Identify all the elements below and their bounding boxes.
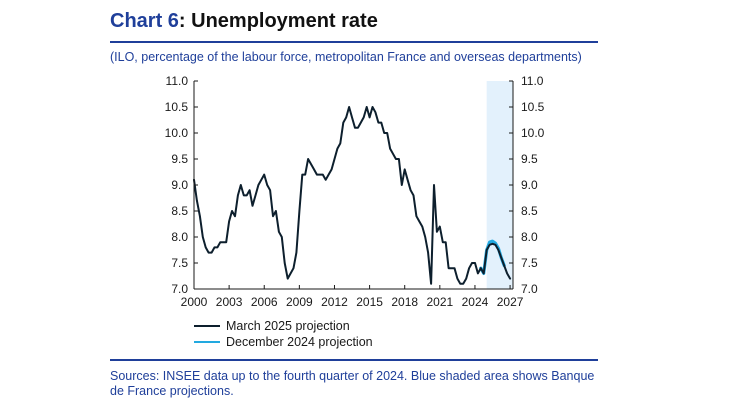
y-tick-label-left: 9.0 — [171, 178, 188, 192]
y-tick-label-left: 11.0 — [166, 74, 189, 88]
y-tick-label-left: 7.5 — [171, 256, 188, 270]
y-tick-label-right: 8.5 — [521, 204, 538, 218]
x-tick-label: 2006 — [251, 295, 278, 309]
y-tick-label-right: 10.5 — [521, 100, 545, 114]
y-tick-label-right: 11.0 — [521, 74, 544, 88]
x-tick-label: 2027 — [497, 295, 524, 309]
legend-swatch-march — [194, 325, 220, 327]
y-tick-label-right: 9.0 — [521, 178, 538, 192]
y-tick-label-left: 10.0 — [165, 126, 189, 140]
legend-label-march: March 2025 projection — [226, 319, 350, 333]
x-tick-label: 2021 — [426, 295, 453, 309]
x-tick-label: 2009 — [286, 295, 313, 309]
legend-item-december: December 2024 projection — [194, 334, 373, 350]
y-tick-label-right: 8.0 — [521, 230, 538, 244]
legend-swatch-december — [194, 341, 220, 343]
bottom-divider — [110, 359, 598, 361]
x-tick-label: 2024 — [462, 295, 489, 309]
y-tick-label-right: 9.5 — [521, 152, 538, 166]
y-tick-label-left: 8.0 — [171, 230, 188, 244]
x-tick-label: 2015 — [356, 295, 383, 309]
chart-subtitle: (ILO, percentage of the labour force, me… — [110, 50, 582, 64]
source-note: Sources: INSEE data up to the fourth qua… — [110, 369, 595, 398]
x-tick-label: 2012 — [321, 295, 348, 309]
y-tick-label-left: 7.0 — [171, 282, 188, 296]
series-line-march-2025 — [193, 106, 512, 285]
y-tick-label-left: 10.5 — [165, 100, 189, 114]
x-tick-label: 2000 — [181, 295, 208, 309]
x-tick-label: 2018 — [391, 295, 418, 309]
legend-label-december: December 2024 projection — [226, 335, 373, 349]
y-tick-label-right: 7.5 — [521, 256, 538, 270]
chart-number: Chart 6 — [110, 10, 179, 32]
y-tick-label-left: 9.5 — [171, 152, 188, 166]
chart-title-text: : Unemployment rate — [178, 10, 378, 32]
chart-title: Chart 6: Unemployment rate — [110, 10, 378, 33]
y-tick-label-right: 7.0 — [521, 282, 538, 296]
y-tick-label-right: 10.0 — [521, 126, 545, 140]
legend-item-march: March 2025 projection — [194, 318, 350, 334]
y-tick-label-left: 8.5 — [171, 204, 188, 218]
x-tick-label: 2003 — [216, 295, 243, 309]
top-divider — [110, 41, 598, 43]
